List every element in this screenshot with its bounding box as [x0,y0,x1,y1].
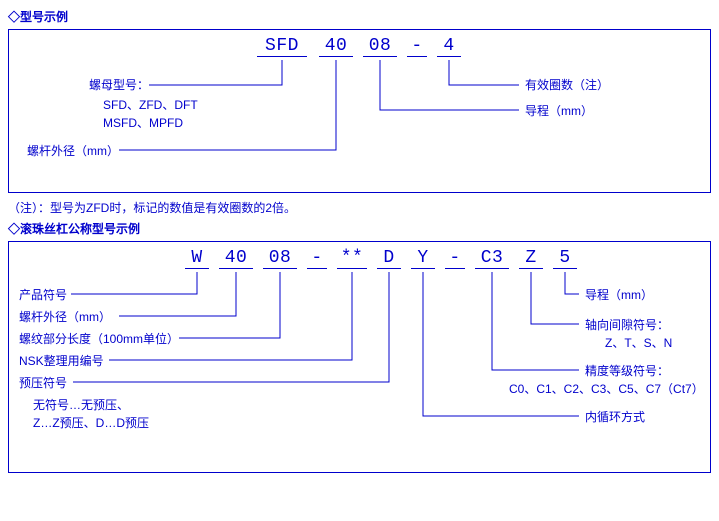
box2-l5b: Z…Z预压、D…D预压 [33,414,149,431]
w8: - [445,248,465,269]
w10: Z [519,248,543,269]
heading-2: ◇滚珠丝杠公称型号示例 [8,220,711,237]
seg-dash: - [407,36,427,57]
heading-2-bold: 型号 [92,222,116,236]
w11: 5 [553,248,577,269]
w9: C3 [475,248,509,269]
box1-l1b: MSFD、MPFD [103,114,183,131]
box2-r2a: Z、T、S、N [605,334,672,351]
box2-l5: 预压符号 [19,374,67,391]
box2-l1: 产品符号 [19,286,67,303]
box2-l2: 螺杆外径（mm） [19,308,111,325]
box1-l2: 螺杆外径（mm） [27,142,119,159]
box1-code: SFD 40 08 - 4 [9,36,710,64]
heading-1-text: ◇型号示例 [8,10,68,24]
seg-40: 40 [319,36,353,57]
box2-r3a: C0、C1、C2、C3、C5、C7（Ct7） [509,380,704,397]
w2: 40 [219,248,253,269]
w3: 08 [263,248,297,269]
w1: W [185,248,209,269]
seg-sfd: SFD [257,36,307,57]
box2-l3: 螺纹部分长度（100mm单位） [19,330,179,347]
box1-r1: 有效圈数（注） [525,76,609,93]
box2-r4: 内循环方式 [585,408,645,425]
box2-l5a: 无符号…无预压、 [33,396,129,413]
w6: D [377,248,401,269]
box2-l4: NSK整理用编号 [19,352,104,369]
note-1: （注）：型号为ZFD时，标记的数值是有效圈数的2倍。 [8,199,711,216]
box2-r1: 导程（mm） [585,286,653,303]
w5: ** [337,248,367,269]
note-1-text: （注）：型号为ZFD时，标记的数值是有效圈数的2倍。 [8,201,296,215]
heading-2-pre: ◇滚珠丝杠公称 [8,222,92,236]
box2-code: W 40 08 - ** D Y - C3 Z 5 [9,248,710,276]
box1-r2: 导程（mm） [525,102,593,119]
seg-08: 08 [363,36,397,57]
box-1: SFD 40 08 - 4 螺母型号： SFD、ZFD、DFT MSFD、MPF… [8,29,711,193]
box-2: W 40 08 - ** D Y - C3 Z 5 产品符号 螺杆外径（mm） … [8,241,711,473]
heading-2-post: 示例 [116,222,140,236]
box2-r2: 轴向间隙符号： [585,316,669,333]
box1-l1a: SFD、ZFD、DFT [103,96,198,113]
w4: - [307,248,327,269]
w7: Y [411,248,435,269]
box1-l1: 螺母型号： [89,76,149,93]
heading-1: ◇型号示例 [8,8,711,25]
box2-r3: 精度等级符号： [585,362,669,379]
seg-4: 4 [437,36,461,57]
